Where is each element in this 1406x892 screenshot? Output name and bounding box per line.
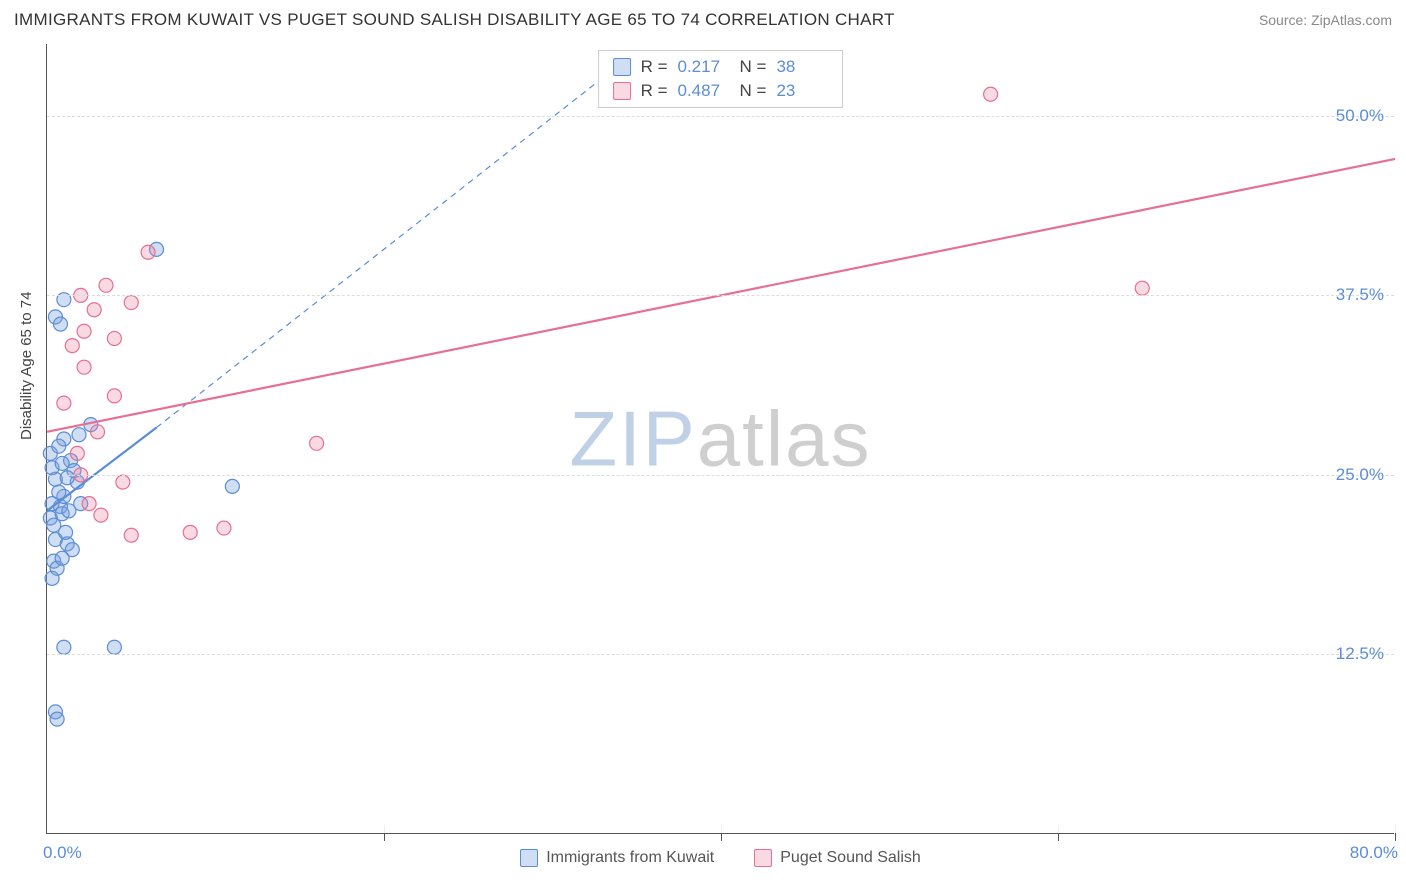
x-max-label: 80.0% <box>1350 843 1398 863</box>
legend-swatch <box>613 82 631 100</box>
legend-item: Immigrants from Kuwait <box>520 849 714 867</box>
y-tick-label: 25.0% <box>1336 465 1384 485</box>
title-bar: IMMIGRANTS FROM KUWAIT VS PUGET SOUND SA… <box>14 10 1392 30</box>
data-point <box>53 317 67 331</box>
legend-swatch <box>613 58 631 76</box>
source-label: Source: ZipAtlas.com <box>1259 12 1392 28</box>
data-point <box>217 521 231 535</box>
data-point <box>60 471 74 485</box>
data-point <box>87 303 101 317</box>
data-point <box>116 475 130 489</box>
data-point <box>124 296 138 310</box>
trend-line <box>157 51 637 427</box>
y-tick-label: 12.5% <box>1336 644 1384 664</box>
data-point <box>77 360 91 374</box>
data-point <box>99 278 113 292</box>
legend-label: Puget Sound Salish <box>780 849 921 867</box>
data-point <box>91 425 105 439</box>
data-point <box>984 87 998 101</box>
x-tick <box>721 833 722 841</box>
gridline-h <box>47 475 1394 476</box>
data-point <box>107 389 121 403</box>
y-tick-label: 50.0% <box>1336 106 1384 126</box>
data-point <box>47 518 61 532</box>
data-point <box>107 331 121 345</box>
scatter-svg <box>47 44 1394 833</box>
data-point <box>124 528 138 542</box>
data-point <box>183 525 197 539</box>
gridline-h <box>47 116 1394 117</box>
legend-swatch <box>754 849 772 867</box>
data-point <box>77 324 91 338</box>
x-tick <box>1395 833 1396 841</box>
stats-legend-box: R =0.217N =38R =0.487N =23 <box>598 50 844 108</box>
data-point <box>107 640 121 654</box>
legend-label: Immigrants from Kuwait <box>546 849 714 867</box>
gridline-h <box>47 654 1394 655</box>
y-tick-label: 37.5% <box>1336 285 1384 305</box>
gridline-h <box>47 295 1394 296</box>
data-point <box>55 551 69 565</box>
stats-row: R =0.217N =38 <box>613 55 829 79</box>
x-tick <box>384 833 385 841</box>
data-point <box>82 497 96 511</box>
data-point <box>72 428 86 442</box>
x-min-label: 0.0% <box>43 843 82 863</box>
data-point <box>50 712 64 726</box>
plot-area: ZIPatlas R =0.217N =38R =0.487N =23 Immi… <box>46 44 1394 834</box>
data-point <box>45 571 59 585</box>
data-point <box>70 446 84 460</box>
data-point <box>310 436 324 450</box>
data-point <box>52 439 66 453</box>
data-point <box>141 245 155 259</box>
legend-swatch <box>520 849 538 867</box>
data-point <box>55 456 69 470</box>
source-link[interactable]: ZipAtlas.com <box>1311 12 1392 28</box>
legend-item: Puget Sound Salish <box>754 849 921 867</box>
y-axis-label: Disability Age 65 to 74 <box>18 292 35 440</box>
data-point <box>225 479 239 493</box>
data-point <box>65 339 79 353</box>
data-point <box>1135 281 1149 295</box>
stats-row: R =0.487N =23 <box>613 79 829 103</box>
bottom-legend: Immigrants from Kuwait Puget Sound Salish <box>47 849 1394 867</box>
data-point <box>57 396 71 410</box>
chart-title: IMMIGRANTS FROM KUWAIT VS PUGET SOUND SA… <box>14 10 895 30</box>
x-tick <box>1058 833 1059 841</box>
data-point <box>57 640 71 654</box>
data-point <box>94 508 108 522</box>
